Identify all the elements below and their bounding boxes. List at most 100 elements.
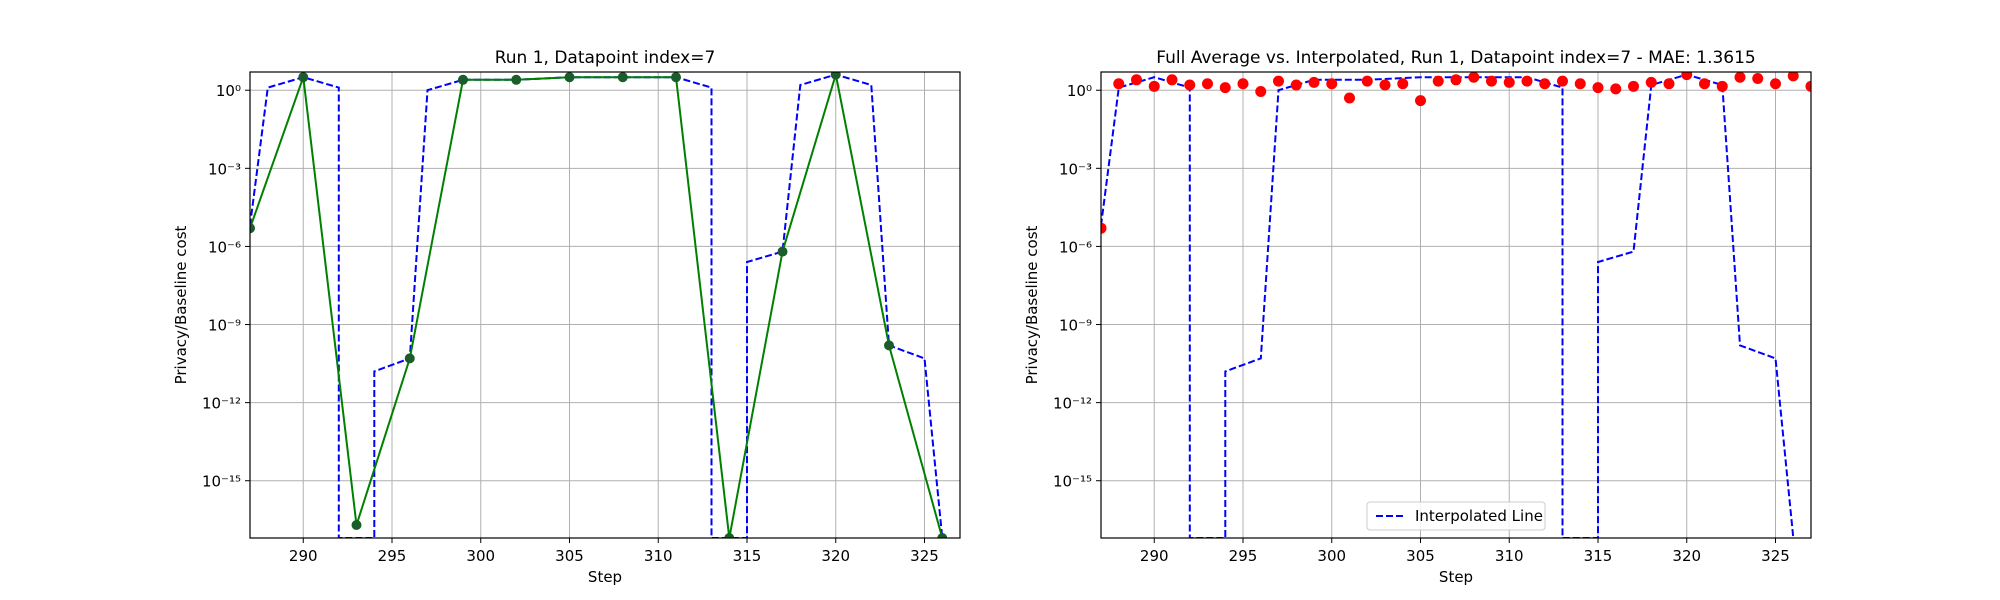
scatter-point <box>1734 72 1746 83</box>
scatter-point <box>1432 75 1444 87</box>
scatter-point <box>1787 72 1799 82</box>
x-tick-label: 315 <box>733 547 762 565</box>
scatter-point <box>1628 80 1639 92</box>
y-tick-label: 10⁻¹⁵ <box>1053 473 1092 491</box>
scatter-point <box>1574 78 1586 90</box>
scatter-point <box>1202 78 1213 90</box>
scatter-point <box>1681 72 1693 81</box>
x-axis-label: Step <box>588 568 622 586</box>
scatter-point <box>1237 78 1249 90</box>
x-tick-label: 300 <box>1317 547 1346 565</box>
scatter-point <box>1255 86 1267 98</box>
series-marker <box>250 223 255 234</box>
series-marker <box>937 533 948 538</box>
scatter-point <box>1308 76 1320 88</box>
series-group <box>250 72 948 538</box>
series-marker <box>724 533 735 538</box>
series-group <box>1101 72 1811 538</box>
x-tick-label: 320 <box>821 547 850 565</box>
scatter-point <box>1699 78 1710 90</box>
y-axis-label: Privacy/Baseline cost <box>1023 225 1041 384</box>
series-marker <box>298 72 309 83</box>
x-tick-label: 325 <box>1761 547 1790 565</box>
y-tick-label: 10⁰ <box>216 82 241 100</box>
y-tick-label: 10⁻¹² <box>1053 395 1092 413</box>
series-marker <box>884 340 894 351</box>
scatter-point <box>1752 73 1764 85</box>
x-tick-label: 290 <box>289 547 318 565</box>
y-tick-label: 10⁰ <box>1067 82 1092 100</box>
scatter-point <box>1805 80 1811 92</box>
y-tick-label: 10⁻³ <box>1059 160 1092 178</box>
scatter-point <box>1361 75 1373 87</box>
scatter-point <box>1592 82 1604 94</box>
y-tick-label: 10⁻⁶ <box>208 238 241 256</box>
series-marker <box>458 74 468 85</box>
scatter-point <box>1468 72 1480 83</box>
y-tick-label: 10⁻³ <box>208 160 241 178</box>
plot-frame <box>1100 71 1812 539</box>
y-axis-label: Privacy/Baseline cost <box>172 225 190 384</box>
scatter-point <box>1521 75 1533 87</box>
x-tick-label: 305 <box>1406 547 1435 565</box>
x-tick-label: 300 <box>466 547 495 565</box>
x-tick-label: 310 <box>644 547 673 565</box>
scatter-point <box>1557 75 1568 87</box>
scatter-point <box>1539 78 1551 90</box>
series-marker <box>777 246 788 257</box>
series-marker <box>511 74 522 85</box>
plot-frame <box>249 71 961 539</box>
y-tick-label: 10⁻⁹ <box>1059 317 1092 335</box>
scatter-point <box>1379 79 1391 91</box>
legend-label: Interpolated Line <box>1415 507 1543 525</box>
x-tick-label: 305 <box>555 547 584 565</box>
y-tick-label: 10⁻¹⁵ <box>202 473 241 491</box>
scatter-point <box>1290 79 1302 91</box>
y-tick-label: 10⁻¹² <box>202 395 241 413</box>
scatter-point <box>1219 82 1231 94</box>
chart-title: Run 1, Datapoint index=7 <box>495 48 716 68</box>
scatter-point <box>1273 75 1284 87</box>
x-tick-label: 320 <box>1672 547 1701 565</box>
legend: Interpolated Line <box>1366 501 1546 531</box>
series-marker <box>617 72 628 83</box>
y-tick-label: 10⁻⁹ <box>208 317 241 335</box>
x-tick-label: 325 <box>910 547 939 565</box>
scatter-point <box>1166 74 1178 86</box>
scatter-point <box>1344 92 1355 104</box>
scatter-point <box>1770 78 1781 90</box>
scatter-point <box>1645 76 1657 88</box>
scatter-point <box>1101 222 1107 234</box>
chart-right: 290 295 300 305 310 315 320 325 10⁰ 10⁻³ 10⁻⁶ 10⁻⁹ 1… <box>1023 48 1812 586</box>
scatter-point <box>1663 78 1675 90</box>
scatter-point <box>1716 80 1728 92</box>
series-marker <box>564 72 575 83</box>
chart-title: Full Average vs. Interpolated, Run 1, Da… <box>1156 48 1756 68</box>
scatter-point <box>1397 78 1409 90</box>
series-marker <box>830 72 841 80</box>
x-tick-label: 290 <box>1140 547 1169 565</box>
series-marker <box>404 353 415 364</box>
series-marker <box>351 519 362 530</box>
legend-box <box>1366 501 1546 531</box>
series-marker <box>671 72 681 83</box>
solid-series-line <box>250 74 944 538</box>
scatter-point <box>1486 75 1497 87</box>
scatter-point <box>1450 74 1462 86</box>
x-tick-label: 295 <box>378 547 407 565</box>
scatter-point <box>1131 74 1142 86</box>
x-axis-label: Step <box>1439 568 1473 586</box>
scatter-point <box>1184 79 1196 91</box>
scatter-point <box>1113 78 1125 90</box>
dashed-series-line <box>250 73 944 538</box>
scatter-point <box>1326 78 1338 90</box>
x-tick-label: 310 <box>1495 547 1524 565</box>
chart-left: 290 295 300 305 310 315 320 325 10⁰ 10⁻³ 10⁻⁶ 10⁻⁹ 1… <box>172 48 961 586</box>
scatter-point <box>1503 76 1515 88</box>
y-tick-label: 10⁻⁶ <box>1059 238 1092 256</box>
scatter-point <box>1148 80 1160 92</box>
scatter-point <box>1415 95 1426 107</box>
dashed-series-line <box>1101 73 1795 538</box>
scatter-point <box>1610 83 1622 95</box>
